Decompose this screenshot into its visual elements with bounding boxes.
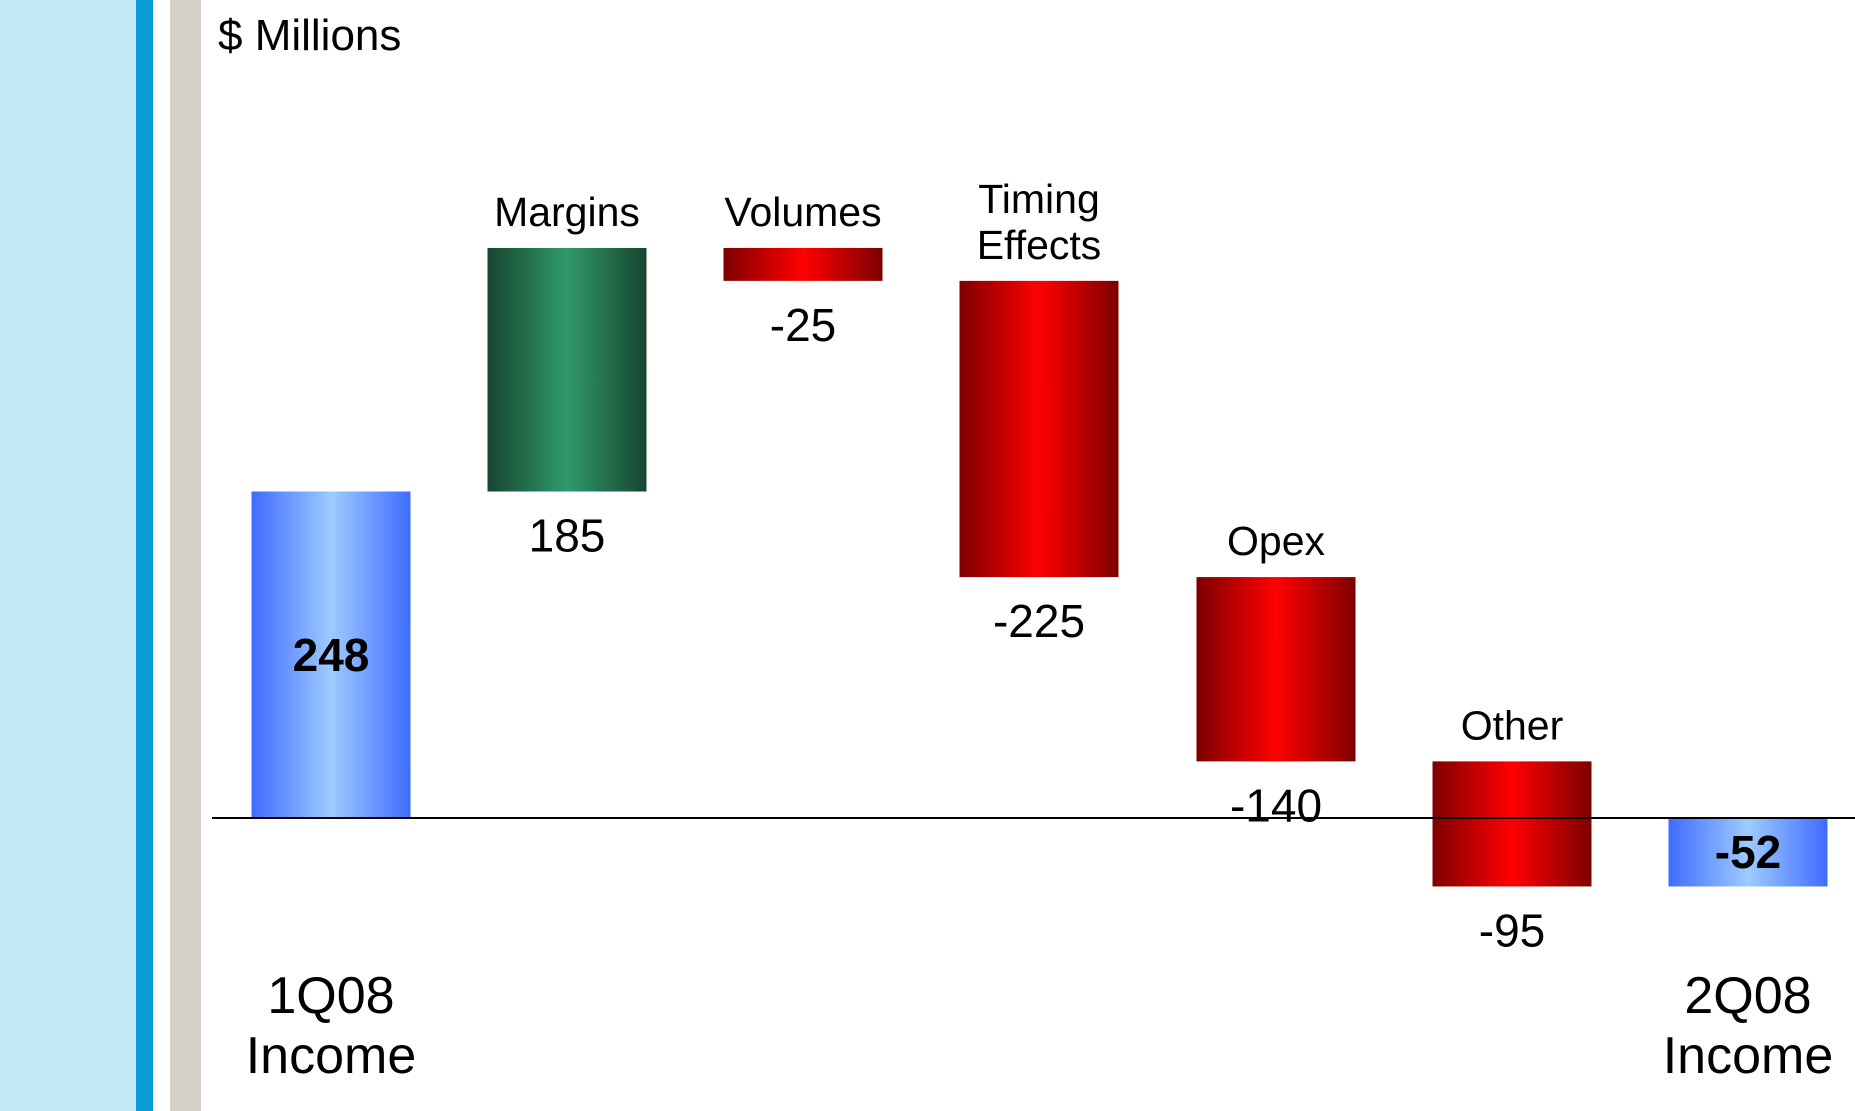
value-label-1q08-income: 248: [293, 629, 370, 681]
bar-1q08-income: [251, 491, 411, 818]
bar-timing-effects: [959, 280, 1119, 578]
category-label-1q08-income-1: Income: [246, 1027, 417, 1085]
sidebar-band-blue: [136, 0, 153, 1111]
category-label-opex-0: Opex: [1227, 518, 1325, 564]
sidebar-band-light: [0, 0, 136, 1111]
value-label-margins: 185: [529, 510, 606, 562]
value-label-other: -95: [1479, 904, 1545, 956]
sidebar-band-gap: [153, 0, 170, 1111]
bar-other: [1432, 761, 1592, 887]
category-label-timing-effects-0: Timing: [978, 176, 1100, 222]
bar-2q08-income: [1668, 818, 1828, 887]
category-label-2q08-income-1: Income: [1663, 1027, 1834, 1085]
units-label: $ Millions: [218, 11, 401, 60]
bar-opex: [1196, 577, 1356, 762]
category-label-2q08-income-0: 2Q08: [1684, 967, 1811, 1025]
category-label-timing-effects-1: Effects: [977, 222, 1102, 268]
value-label-volumes: -25: [770, 299, 836, 351]
category-label-1q08-income-0: 1Q08: [267, 967, 394, 1025]
value-label-timing-effects: -225: [993, 595, 1085, 647]
category-label-other-0: Other: [1461, 702, 1564, 748]
value-label-opex: -140: [1230, 779, 1322, 831]
bar-volumes: [723, 247, 883, 281]
bar-margins: [487, 247, 647, 492]
category-label-volumes-0: Volumes: [724, 189, 881, 235]
sidebar-band-gray: [170, 0, 201, 1111]
category-label-margins-0: Margins: [494, 189, 640, 235]
value-label-2q08-income: -52: [1715, 826, 1781, 878]
